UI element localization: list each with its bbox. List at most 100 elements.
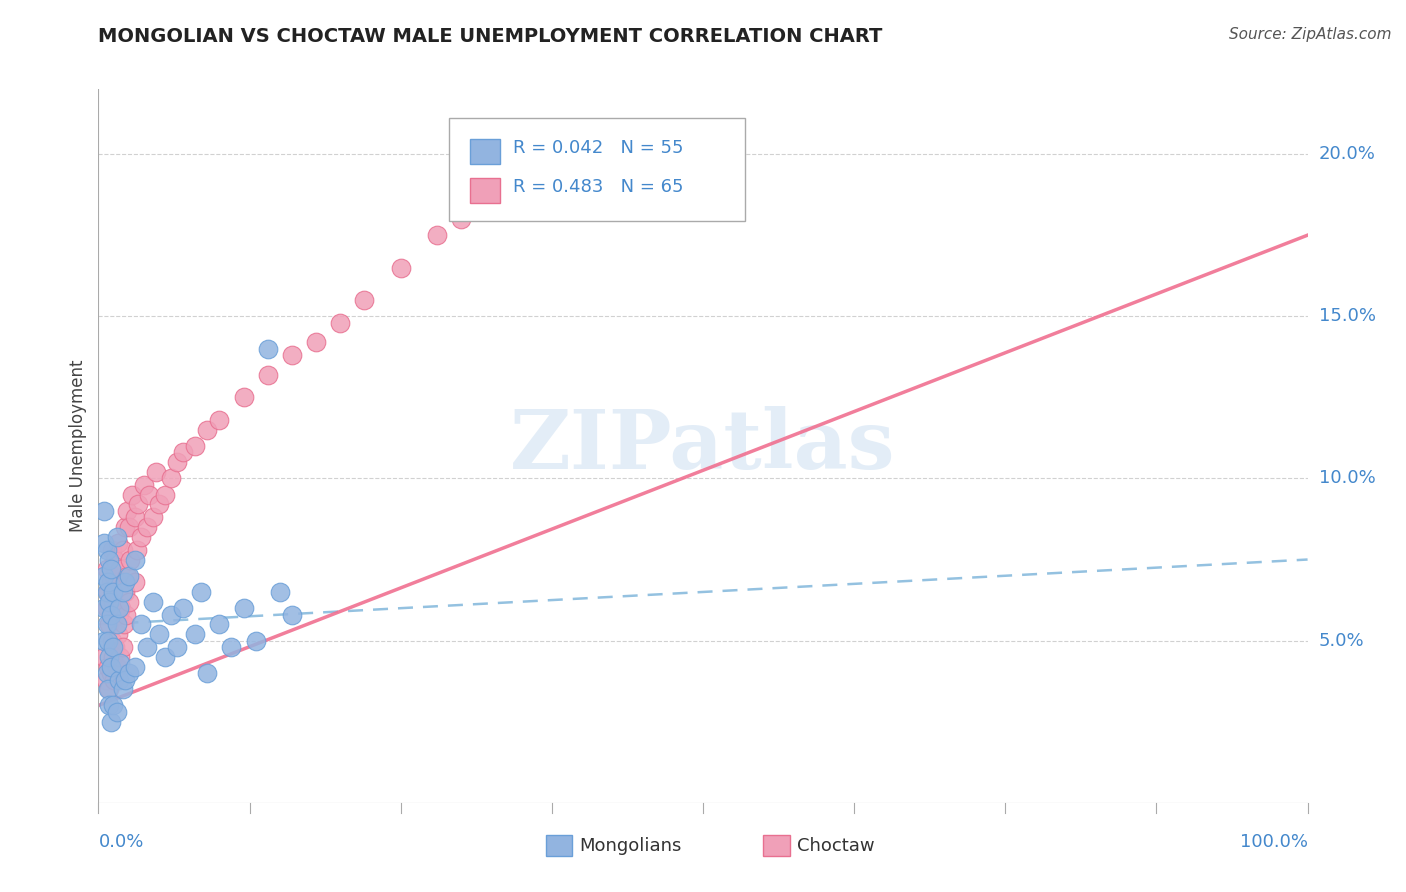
Point xyxy=(118,595,141,609)
Point xyxy=(105,575,128,590)
Point xyxy=(160,471,183,485)
Point xyxy=(208,413,231,427)
Point xyxy=(96,601,118,615)
Point xyxy=(98,552,121,566)
Text: ZIPatlas: ZIPatlas xyxy=(510,406,896,486)
Point xyxy=(124,659,146,673)
Point xyxy=(101,640,124,654)
Point xyxy=(127,497,149,511)
Point xyxy=(104,552,127,566)
Point xyxy=(111,640,134,654)
Point xyxy=(160,607,183,622)
Point xyxy=(101,698,124,713)
Point xyxy=(124,552,146,566)
Point xyxy=(127,542,149,557)
Point xyxy=(93,536,115,550)
Point xyxy=(118,552,141,566)
Bar xyxy=(470,178,501,203)
Point xyxy=(104,640,127,654)
Point xyxy=(98,682,121,697)
Point xyxy=(97,585,120,599)
Point xyxy=(450,211,472,226)
Point xyxy=(166,640,188,654)
Point xyxy=(100,714,122,729)
Text: 10.0%: 10.0% xyxy=(1319,469,1375,487)
Point xyxy=(98,595,121,609)
Point xyxy=(105,617,128,632)
Text: 15.0%: 15.0% xyxy=(1319,307,1375,326)
Text: 0.0%: 0.0% xyxy=(98,833,143,851)
Point xyxy=(129,530,152,544)
Point xyxy=(184,627,207,641)
Point xyxy=(97,575,120,590)
Point xyxy=(93,601,115,615)
Point xyxy=(96,542,118,557)
Point xyxy=(124,510,146,524)
Point xyxy=(97,659,120,673)
Point xyxy=(100,633,122,648)
Point xyxy=(232,601,254,615)
Point xyxy=(107,627,129,641)
Point xyxy=(114,585,136,599)
Point xyxy=(97,682,120,697)
Point xyxy=(269,585,291,599)
Point xyxy=(96,617,118,632)
Point xyxy=(245,633,267,648)
Point xyxy=(108,607,131,622)
Text: 5.0%: 5.0% xyxy=(1319,632,1364,649)
Point xyxy=(256,368,278,382)
Point xyxy=(100,542,122,557)
Point xyxy=(153,488,176,502)
Point xyxy=(107,536,129,550)
Point xyxy=(118,568,141,582)
Point xyxy=(108,601,131,615)
Point xyxy=(232,390,254,404)
Point xyxy=(115,607,138,622)
Point xyxy=(142,595,165,609)
Text: MONGOLIAN VS CHOCTAW MALE UNEMPLOYMENT CORRELATION CHART: MONGOLIAN VS CHOCTAW MALE UNEMPLOYMENT C… xyxy=(98,27,883,45)
Point xyxy=(103,673,125,687)
Point xyxy=(96,666,118,681)
Point xyxy=(305,335,328,350)
Point xyxy=(100,575,122,590)
Point xyxy=(195,423,218,437)
Bar xyxy=(546,835,572,856)
Point xyxy=(138,488,160,502)
Point xyxy=(353,293,375,307)
Bar xyxy=(470,139,501,164)
Point xyxy=(96,585,118,599)
Point xyxy=(101,595,124,609)
Point xyxy=(93,649,115,664)
Point xyxy=(114,575,136,590)
Text: 100.0%: 100.0% xyxy=(1240,833,1308,851)
Point xyxy=(129,617,152,632)
Text: 20.0%: 20.0% xyxy=(1319,145,1375,163)
Point xyxy=(208,617,231,632)
Point xyxy=(108,649,131,664)
Point xyxy=(117,568,139,582)
Point xyxy=(108,657,131,671)
Point xyxy=(105,530,128,544)
Point xyxy=(100,607,122,622)
Point xyxy=(256,342,278,356)
Point xyxy=(190,585,212,599)
Point xyxy=(114,673,136,687)
Point xyxy=(105,659,128,673)
Point xyxy=(117,504,139,518)
Point xyxy=(221,640,243,654)
Point xyxy=(142,510,165,524)
Point xyxy=(121,488,143,502)
Point xyxy=(184,439,207,453)
Point xyxy=(96,562,118,576)
Point xyxy=(108,562,131,576)
Point xyxy=(94,673,117,687)
Point xyxy=(111,585,134,599)
Point xyxy=(195,666,218,681)
Point xyxy=(93,568,115,582)
Point xyxy=(329,316,352,330)
Point xyxy=(98,649,121,664)
Text: R = 0.483   N = 65: R = 0.483 N = 65 xyxy=(513,178,683,196)
Point xyxy=(134,478,156,492)
Text: Mongolians: Mongolians xyxy=(579,837,682,855)
Text: Source: ZipAtlas.com: Source: ZipAtlas.com xyxy=(1229,27,1392,42)
